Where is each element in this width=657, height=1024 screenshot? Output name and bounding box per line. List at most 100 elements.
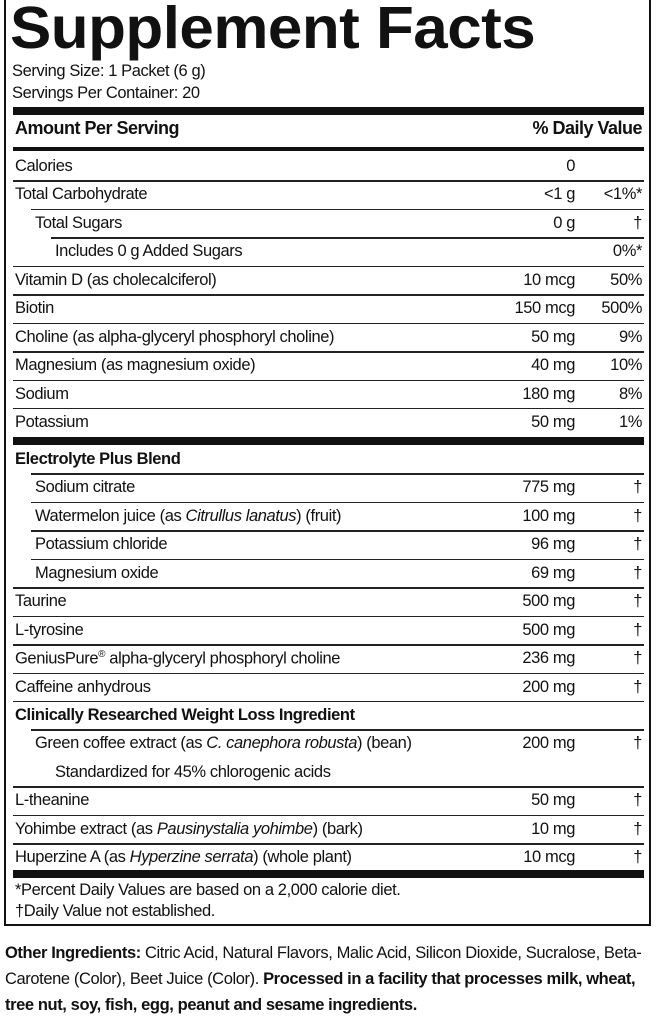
amount-per-serving: 150 mcg [514,299,576,318]
row-divider [13,700,644,703]
amount-per-serving: 775 mg [522,478,575,497]
nutrient-name: Standardized for 45% chlorogenic acids [55,762,331,781]
daily-value: 8% [618,384,642,403]
daily-value: † [633,213,642,232]
row-divider [31,530,644,532]
row-divider [31,729,644,731]
nutrient-name: Electrolyte Plus Blend [15,450,181,468]
daily-value-header: % Daily Value [532,118,642,138]
table-row: Magnesium oxide 69 mg † [13,558,644,587]
table-row: Standardized for 45% chlorogenic acids [13,758,644,786]
row-divider [13,615,644,618]
row-divider [13,265,644,268]
servings-per-container: Servings Per Container: 20 [12,84,200,102]
nutrient-name: GeniusPure® alpha-glyceryl phosphoryl ch… [15,649,340,669]
row-divider [31,208,644,211]
panel-title: Supplement Facts [10,0,536,61]
amount-per-serving-header: Amount Per Serving [15,118,180,138]
table-row: Calories 0 [13,152,644,180]
name-part: ) (fruit) [296,506,342,525]
table-row: Yohimbe extract (as Pausinystalia yohimb… [13,814,644,843]
nutrient-name: Green coffee extract (as C. canephora ro… [35,734,412,753]
amount-per-serving: 236 mg [522,649,575,668]
table-row: Clinically Researched Weight Loss Ingred… [13,700,644,729]
row-divider [13,843,644,845]
amount-per-serving: 50 mg [531,412,575,431]
amount-per-serving: 100 mg [522,506,575,525]
table-row: Total Sugars 0 g † [13,208,644,237]
thick-divider [13,437,644,445]
registered-mark: ® [98,649,106,661]
table-row: Sodium 180 mg 8% [13,379,644,408]
nutrient-name: L-theanine [15,791,89,810]
name-part: ) (bean) [356,734,412,753]
daily-value: † [633,620,642,639]
table-row: Electrolyte Plus Blend [13,445,644,473]
daily-value: 9% [618,327,642,346]
amount-per-serving: 180 mg [522,384,575,403]
nutrient-name: Magnesium oxide [35,563,159,582]
amount-per-serving: 500 mg [522,620,575,639]
table-row: Includes 0 g Added Sugars 0%* [13,237,644,265]
nutrient-name: Huperzine A (as Hyperzine serrata) (whol… [15,848,352,867]
row-divider [13,379,644,381]
row-divider [31,558,644,561]
row-divider [13,786,644,788]
botanical-name: Citrullus lanatus [185,506,297,525]
nutrient-name: Biotin [15,299,54,318]
name-part: ) (whole plant) [253,848,352,867]
thick-divider [13,107,644,115]
nutrient-name: Total Carbohydrate [15,185,148,204]
table-row: Taurine 500 mg † [13,587,644,615]
amount-per-serving: 69 mg [531,563,575,582]
name-part: alpha-glyceryl phosphoryl choline [105,649,341,668]
supplement-facts-panel [4,0,651,926]
table-row: GeniusPure® alpha-glyceryl phosphoryl ch… [13,644,644,672]
row-divider [13,407,644,410]
ingredient-rows: Electrolyte Plus Blend Sodium citrate 775 … [13,445,644,872]
daily-value: † [633,478,642,497]
row-divider [13,351,644,353]
table-row: L-tyrosine 500 mg † [13,615,644,644]
nutrient-name: Caffeine anhydrous [15,677,151,696]
daily-value: † [633,649,642,668]
amount-per-serving: 500 mg [522,592,575,611]
daily-value: 1% [618,412,642,431]
thick-divider [13,870,644,878]
daily-value: 0%* [612,242,642,261]
table-header: Amount Per Serving % Daily Value [15,118,642,146]
table-row: Huperzine A (as Hyperzine serrata) (whol… [13,843,644,871]
row-divider [13,322,644,325]
row-divider [31,473,644,475]
other-ingredients-text: Citric Acid, Natural Flavors, Malic Acid… [5,944,642,988]
footnote-not-established: †Daily Value not established. [15,902,215,920]
nutrient-name: Includes 0 g Added Sugars [55,242,243,261]
amount-per-serving: 50 mg [531,791,575,810]
row-divider [31,501,644,504]
daily-value: † [633,535,642,554]
table-row: Caffeine anhydrous 200 mg † [13,672,644,701]
name-part: GeniusPure [15,649,99,668]
nutrient-name: Sodium citrate [35,478,135,497]
amount-per-serving: 40 mg [531,356,575,375]
name-part: Green coffee extract (as [35,734,207,753]
botanical-name: Pausinystalia yohimbe [156,819,313,838]
botanical-name: Hyperzine serrata [129,848,254,867]
amount-per-serving: 96 mg [531,535,575,554]
amount-per-serving: 10 mg [531,819,575,838]
footnote-daily-values: *Percent Daily Values are based on a 2,0… [15,881,401,899]
row-divider [51,237,644,239]
daily-value: 10% [610,356,642,375]
amount-per-serving: 50 mg [531,327,575,346]
other-ingredients: Other Ingredients: Citric Acid, Natural … [5,940,655,1018]
nutrient-name: Sodium [15,384,69,403]
nutrient-name: Taurine [15,592,67,611]
daily-value: † [633,791,642,810]
row-divider [13,672,644,674]
nutrient-name: Yohimbe extract (as Pausinystalia yohimb… [15,820,363,839]
table-row: L-theanine 50 mg † [13,786,644,814]
nutrient-name: Calories [15,157,73,175]
nutrient-name: Total Sugars [35,213,122,232]
row-divider [13,587,644,589]
table-row: Green coffee extract (as C. canephora ro… [13,729,644,757]
